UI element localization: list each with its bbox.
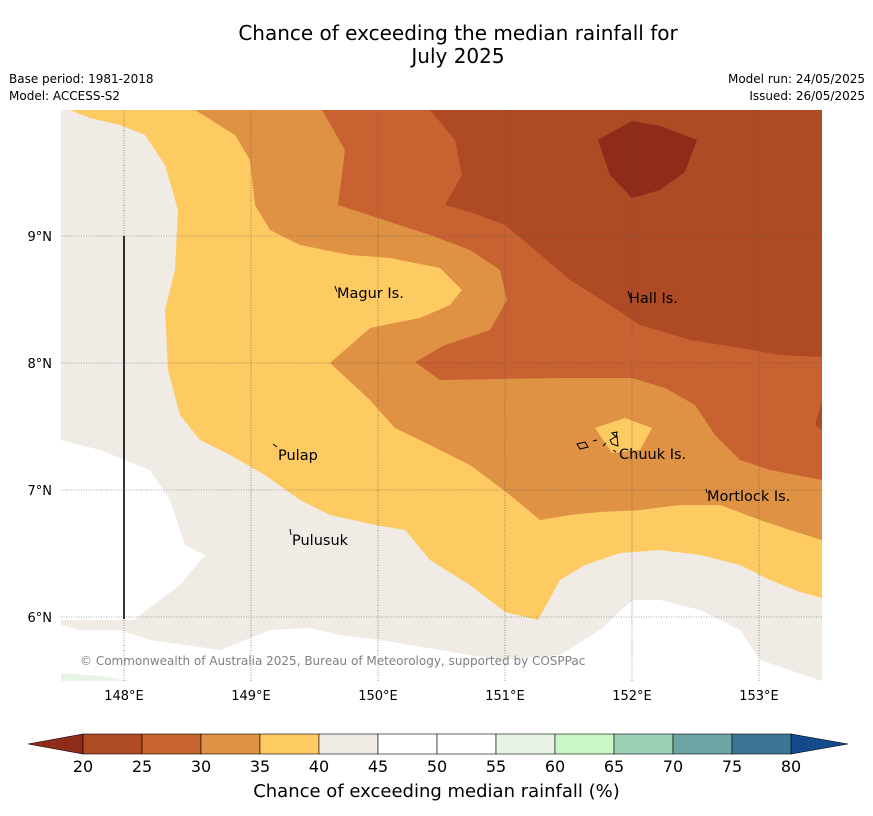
island-markers — [272, 285, 708, 536]
island-chuuk — [576, 431, 619, 453]
lat-label-8n: 8°N — [28, 357, 53, 372]
chart-title: Chance of exceeding the median rainfall … — [0, 22, 873, 68]
island-pulusuk — [289, 528, 292, 536]
island-hall — [627, 290, 631, 299]
meta-left: Base period: 1981-2018 Model: ACCESS-S2 — [9, 71, 154, 105]
lon-label-152e: 152°E — [612, 689, 652, 704]
meta-right: Model run: 24/05/2025 Issued: 26/05/2025 — [728, 71, 865, 105]
lon-label-148e: 148°E — [104, 689, 144, 704]
lon-axis: 148°E 149°E 150°E 151°E 152°E 153°E — [104, 689, 779, 704]
colorbar-tick-label: 35 — [250, 757, 270, 776]
model-name: Model: ACCESS-S2 — [9, 89, 121, 103]
island-mortlock — [705, 488, 708, 494]
colorbar-swatch — [318, 733, 379, 755]
band-20-25 — [430, 110, 822, 357]
island-pulap — [272, 443, 278, 448]
colorbar-under-extension — [27, 733, 84, 755]
colorbar-swatch — [436, 733, 497, 755]
base-period: Base period: 1981-2018 — [9, 72, 154, 86]
white-region-southwest — [61, 640, 230, 681]
place-label-hall: Hall Is. — [629, 291, 678, 307]
white-region-west — [61, 440, 205, 620]
lon-label-149e: 149°E — [231, 689, 271, 704]
green-strip — [61, 673, 130, 681]
colorbar-swatch — [82, 733, 143, 755]
colorbar-tick-label: 75 — [722, 757, 742, 776]
colorbar-swatch — [672, 733, 733, 755]
place-label-mortlock: Mortlock Is. — [707, 489, 790, 505]
colorbar-tick-label: 50 — [427, 757, 447, 776]
colorbar-swatch — [141, 733, 202, 755]
colorbar-swatch — [495, 733, 556, 755]
colorbar-swatch — [554, 733, 615, 755]
colorbar-swatch — [200, 733, 261, 755]
map-plot-area: Magur Is. Hall Is. Pulap Chuuk Is. Mortl… — [61, 110, 822, 681]
colorbar-tick-label: 30 — [191, 757, 211, 776]
colorbar-tick-label: 25 — [132, 757, 152, 776]
colorbar-tick-label: 45 — [368, 757, 388, 776]
colorbar-tick-label: 20 — [73, 757, 93, 776]
model-run: Model run: 24/05/2025 — [727, 72, 865, 86]
colorbar-swatch — [613, 733, 674, 755]
colorbar-tick-label: 60 — [545, 757, 565, 776]
colorbar-tick-label: 40 — [309, 757, 329, 776]
colorbar-tick-label: 55 — [486, 757, 506, 776]
lon-label-150e: 150°E — [358, 689, 398, 704]
colorbar-tick-label: 80 — [781, 757, 801, 776]
copyright-credit: © Commonwealth of Australia 2025, Bureau… — [80, 654, 585, 668]
lat-label-6n: 6°N — [28, 611, 53, 626]
colorbar-title: Chance of exceeding median rainfall (%) — [253, 781, 620, 802]
lat-axis: 9°N 8°N 7°N 6°N — [28, 230, 53, 626]
chart-title-line2: July 2025 — [411, 44, 505, 68]
colorbar-tick-label: 65 — [604, 757, 624, 776]
place-label-pulusuk: Pulusuk — [292, 533, 349, 549]
island-magur — [334, 285, 338, 293]
colorbar-swatch — [377, 733, 438, 755]
band-20-25-east-tip — [815, 400, 822, 430]
colorbar-tick-label: 70 — [663, 757, 683, 776]
band-under-20 — [598, 121, 697, 198]
lon-label-153e: 153°E — [739, 689, 779, 704]
lat-label-9n: 9°N — [28, 230, 53, 245]
white-region-south — [632, 600, 760, 660]
chuuk-yellow-pocket — [595, 418, 652, 453]
place-label-chuuk: Chuuk Is. — [619, 447, 686, 463]
lat-label-7n: 7°N — [28, 484, 53, 499]
issued-date: Issued: 26/05/2025 — [749, 89, 865, 103]
colorbar: 20 25 30 35 40 45 50 55 60 65 70 75 80 — [27, 733, 849, 776]
place-label-magur: Magur Is. — [337, 286, 404, 302]
colorbar-swatch — [259, 733, 320, 755]
lon-label-151e: 151°E — [485, 689, 525, 704]
chart-title-line1: Chance of exceeding the median rainfall … — [238, 21, 678, 45]
colorbar-over-extension — [790, 733, 849, 755]
colorbar-swatch — [731, 733, 792, 755]
place-label-pulap: Pulap — [278, 448, 318, 464]
